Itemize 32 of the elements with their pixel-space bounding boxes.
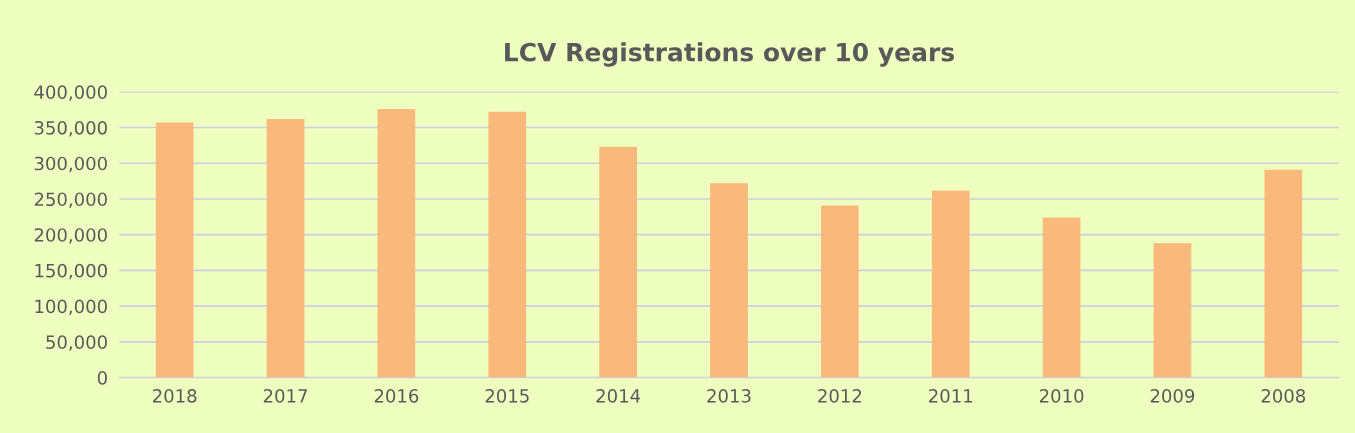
bar — [488, 111, 527, 378]
x-tick-label: 2011 — [929, 389, 973, 403]
y-tick-label: 300,000 — [34, 156, 107, 173]
x-tick-label: 2015 — [485, 389, 529, 403]
y-tick-label: 350,000 — [34, 120, 107, 137]
x-tick-label: 2017 — [263, 389, 307, 403]
bar — [266, 118, 305, 378]
y-tick-label: 150,000 — [35, 263, 107, 280]
bar — [931, 190, 970, 378]
x-tick-label: 2012 — [818, 389, 862, 403]
chart-title: LCV Registrations over 10 years — [505, 42, 954, 67]
bar — [599, 146, 637, 378]
bar — [1042, 217, 1081, 378]
y-tick-label: 50,000 — [46, 335, 107, 351]
x-tick-label: 2013 — [707, 389, 751, 403]
x-tick-label: 2014 — [596, 389, 641, 403]
x-tick-label: 2010 — [1039, 389, 1084, 403]
y-tick-label: 400,000 — [34, 85, 107, 101]
x-tick-label: 2016 — [374, 389, 419, 403]
y-tick-label: 250,000 — [34, 192, 107, 208]
bar — [710, 183, 748, 378]
bar — [821, 205, 859, 378]
x-tick-label: 2008 — [1261, 389, 1306, 403]
bar — [1153, 243, 1192, 378]
bar — [155, 122, 194, 378]
bar — [1264, 169, 1303, 378]
y-tick-label: 200,000 — [34, 228, 107, 244]
bar — [377, 108, 416, 378]
y-tick-label: 100,000 — [35, 299, 107, 316]
x-tick-label: 2009 — [1150, 389, 1195, 403]
y-tick-label: 0 — [97, 371, 107, 385]
x-tick-label: 2018 — [153, 389, 197, 403]
